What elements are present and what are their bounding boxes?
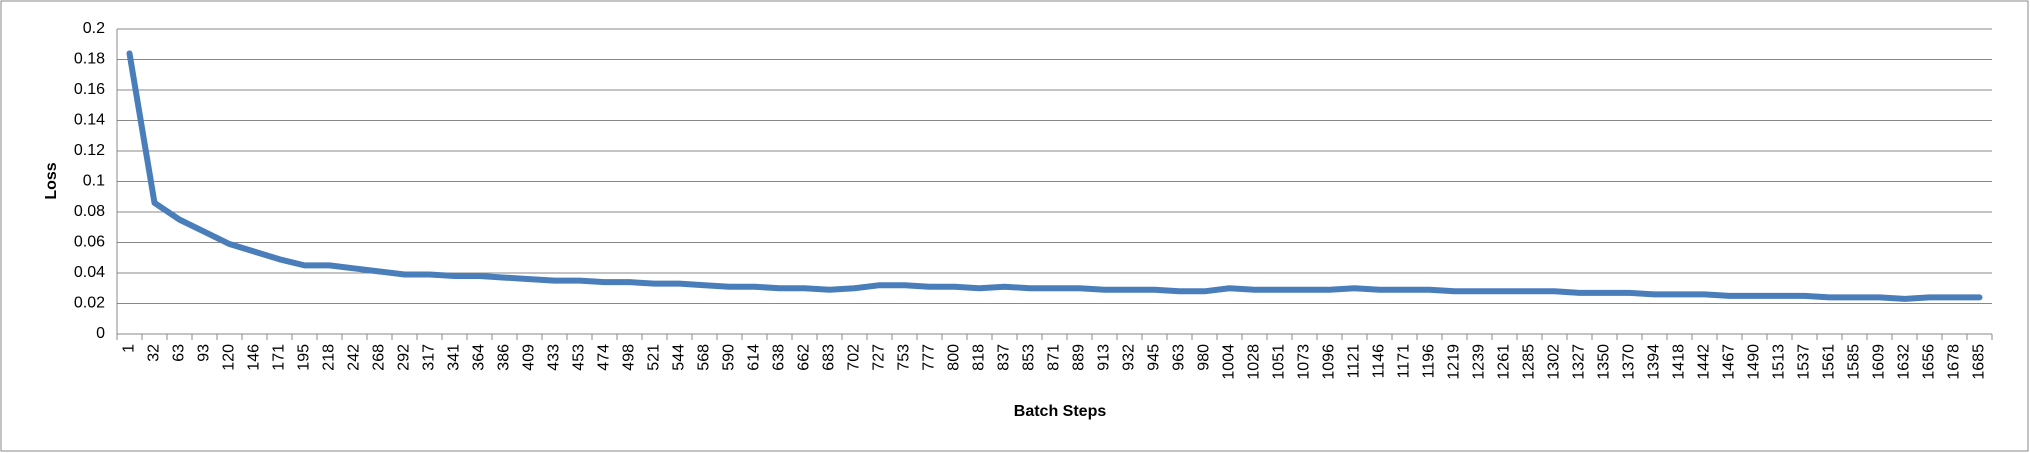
x-tick-label: 662 (796, 344, 813, 371)
y-tick-label: 0.06 (74, 234, 105, 251)
x-tick-label: 800 (946, 344, 963, 371)
x-tick-label: 837 (996, 344, 1013, 371)
x-tick-label: 1561 (1821, 344, 1838, 380)
x-tick-label: 386 (496, 344, 513, 371)
x-tick-label: 218 (321, 344, 338, 371)
x-tick-label: 1327 (1571, 344, 1588, 380)
x-tick-label: 1370 (1621, 344, 1638, 380)
x-tick-label: 1632 (1896, 344, 1913, 380)
y-tick-label: 0.18 (74, 51, 105, 68)
x-tick-label: 614 (746, 344, 763, 371)
x-tick-label: 242 (346, 344, 363, 371)
x-tick-label: 93 (196, 344, 213, 362)
x-tick-label: 1656 (1921, 344, 1938, 380)
x-tick-label: 1418 (1671, 344, 1688, 380)
x-tick-label: 1219 (1446, 344, 1463, 380)
x-tick-label: 120 (221, 344, 238, 371)
y-tick-label: 0.12 (74, 142, 105, 159)
x-tick-label: 1171 (1396, 344, 1413, 379)
x-tick-label: 1028 (1246, 344, 1263, 380)
x-tick-label: 1073 (1296, 344, 1313, 380)
x-tick-label: 341 (446, 344, 463, 371)
x-tick-label: 1051 (1271, 344, 1288, 380)
x-tick-label: 980 (1196, 344, 1213, 371)
x-tick-label: 1350 (1596, 344, 1613, 380)
x-tick-label: 1585 (1846, 344, 1863, 380)
y-tick-label: 0.02 (74, 295, 105, 312)
x-tick-label: 1513 (1771, 344, 1788, 380)
x-tick-label: 1121 (1346, 344, 1363, 379)
y-tick-label: 0.16 (74, 81, 105, 98)
x-tick-label: 777 (921, 344, 938, 371)
x-tick-label: 1490 (1746, 344, 1763, 380)
x-tick-label: 568 (696, 344, 713, 371)
x-tick-label: 702 (846, 344, 863, 371)
x-tick-label: 521 (646, 344, 663, 371)
x-tick-label: 818 (971, 344, 988, 371)
x-tick-label: 1004 (1221, 344, 1238, 380)
x-tick-label: 1261 (1496, 344, 1513, 380)
x-axis-label: Batch Steps (1014, 403, 1107, 420)
x-tick-label: 1196 (1421, 344, 1438, 379)
x-tick-label: 1239 (1471, 344, 1488, 380)
x-tick-label: 453 (571, 344, 588, 371)
x-tick-label: 1302 (1546, 344, 1563, 380)
x-tick-label: 945 (1146, 344, 1163, 371)
x-tick-label: 871 (1046, 344, 1063, 371)
x-tick-label: 1678 (1946, 344, 1963, 380)
x-tick-label: 1609 (1871, 344, 1888, 380)
y-tick-label: 0.1 (83, 173, 105, 190)
x-tick-label: 727 (871, 344, 888, 371)
x-tick-label: 1394 (1646, 344, 1663, 380)
x-tick-label: 1096 (1321, 344, 1338, 380)
y-tick-label: 0.14 (74, 112, 105, 129)
x-tick-label: 474 (596, 344, 613, 371)
x-tick-label: 590 (721, 344, 738, 371)
x-tick-label: 1285 (1521, 344, 1538, 380)
x-tick-label: 317 (421, 344, 438, 371)
x-tick-label: 932 (1121, 344, 1138, 371)
x-tick-label: 963 (1171, 344, 1188, 371)
x-tick-label: 171 (271, 344, 288, 371)
y-axis-label: Loss (43, 162, 60, 199)
x-tick-label: 409 (521, 344, 538, 371)
x-tick-label: 853 (1021, 344, 1038, 371)
x-tick-label: 1685 (1971, 344, 1988, 380)
x-tick-label: 433 (546, 344, 563, 371)
x-tick-label: 498 (621, 344, 638, 371)
x-tick-label: 638 (771, 344, 788, 371)
x-tick-label: 1537 (1796, 344, 1813, 380)
x-tick-label: 1467 (1721, 344, 1738, 380)
y-tick-label: 0.04 (74, 264, 105, 281)
x-tick-label: 1442 (1696, 344, 1713, 380)
data-line (126, 50, 1983, 302)
y-tick-label: 0.2 (83, 20, 105, 37)
x-tick-label: 889 (1071, 344, 1088, 371)
x-tick-label: 146 (246, 344, 263, 371)
x-tick-label: 292 (396, 344, 413, 371)
x-tick-label: 268 (371, 344, 388, 371)
x-tick-label: 1 (121, 344, 138, 353)
x-tick-label: 364 (471, 344, 488, 371)
x-tick-label: 32 (146, 344, 163, 362)
x-tick-label: 1146 (1371, 344, 1388, 379)
x-tick-label: 913 (1096, 344, 1113, 371)
x-tick-label: 683 (821, 344, 838, 371)
x-tick-label: 195 (296, 344, 313, 371)
x-tick-label: 753 (896, 344, 913, 371)
x-tick-label: 63 (171, 344, 188, 362)
x-tick-label: 544 (671, 344, 688, 371)
y-tick-label: 0.08 (74, 203, 105, 220)
y-tick-label: 0 (96, 325, 105, 342)
